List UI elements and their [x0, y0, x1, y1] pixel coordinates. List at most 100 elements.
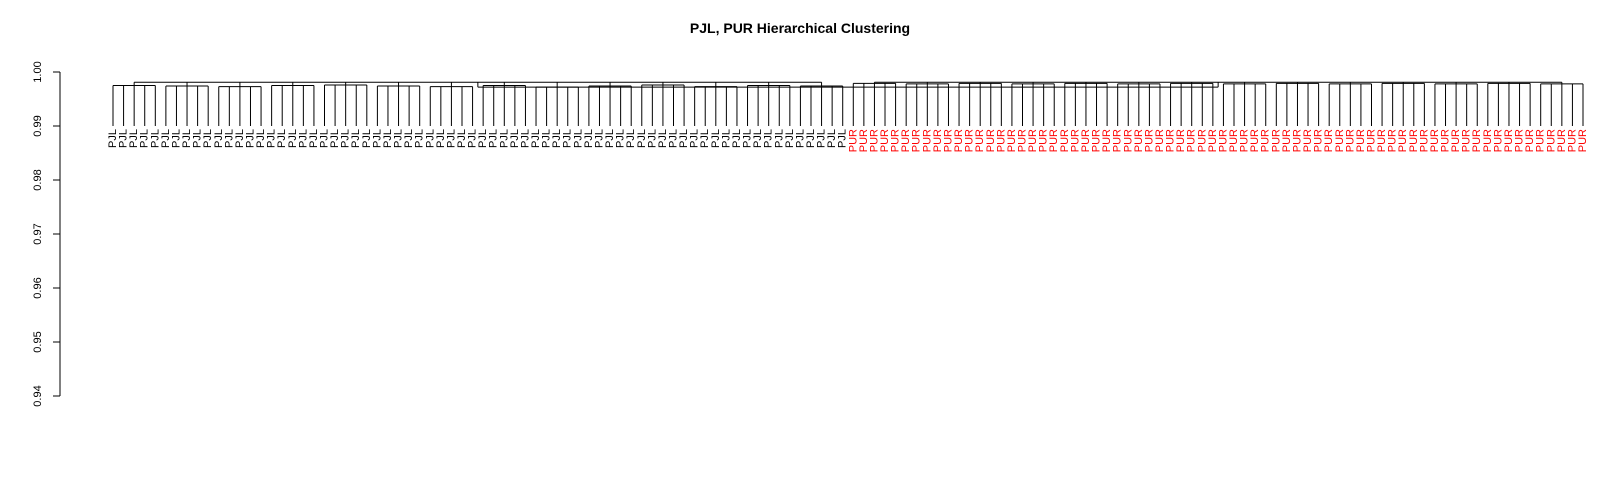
leaf-label: PJL [139, 129, 151, 148]
leaf-label: PJL [477, 129, 489, 148]
leaf-label: PUR [1133, 129, 1145, 152]
y-tick-label: 0.99 [32, 115, 44, 136]
leaf-label: PUR [1524, 129, 1536, 152]
leaf-label: PUR [1101, 129, 1113, 152]
y-tick-label: 0.94 [32, 385, 44, 406]
leaf-label: PUR [1260, 129, 1272, 152]
leaf-label: PUR [1239, 129, 1251, 152]
leaf-label: PUR [879, 129, 891, 152]
leaf-label: PUR [1006, 129, 1018, 152]
y-axis: 0.94 0.95 0.96 0.97 0.98 0.99 1.00 [32, 61, 61, 407]
leaf-label: PUR [1556, 129, 1568, 152]
leaf-label: PUR [1482, 129, 1494, 152]
leaf-label: PJL [742, 129, 754, 148]
leaf-label: PUR [847, 129, 859, 152]
leaf-label: PJL [361, 129, 373, 148]
y-tick-label: 0.98 [32, 169, 44, 190]
dendrogram-tree [112, 81, 1584, 126]
leaf-label: PJL [583, 129, 595, 148]
leaf-label: PUR [911, 129, 923, 152]
leaf-label: PUR [890, 129, 902, 152]
leaf-label: PJL [107, 129, 119, 148]
leaf-label: PUR [1535, 129, 1547, 152]
leaf-label: PUR [1566, 129, 1578, 152]
leaf-label: PJL [615, 129, 627, 148]
leaf-label: PUR [995, 129, 1007, 152]
leaf-label: PUR [1492, 129, 1504, 152]
leaf-label: PJL [276, 129, 288, 148]
leaf-label: PUR [1281, 129, 1293, 152]
leaf-label: PJL [773, 129, 785, 148]
leaf-label: PUR [1175, 129, 1187, 152]
leaf-label: PUR [1069, 129, 1081, 152]
leaf-label: PJL [625, 129, 637, 148]
leaf-label: PJL [794, 129, 806, 148]
leaf-label: PJL [837, 129, 849, 148]
leaf-label: PUR [1302, 129, 1314, 152]
leaf-label: PUR [1196, 129, 1208, 152]
leaf-label: PJL [456, 129, 468, 148]
leaf-label: PUR [1514, 129, 1526, 152]
leaf-label: PUR [1186, 129, 1198, 152]
leaf-label: PUR [1291, 129, 1303, 152]
leaf-label: PJL [509, 129, 521, 148]
leaf-label: PJL [826, 129, 838, 148]
y-tick-label: 0.96 [32, 277, 44, 298]
leaf-label: PUR [1376, 129, 1388, 152]
y-tick-label: 1.00 [32, 61, 44, 82]
leaf-label: PJL [805, 129, 817, 148]
leaf-label: PJL [530, 129, 542, 148]
leaf-label: PUR [900, 129, 912, 152]
leaf-label: PUR [1471, 129, 1483, 152]
leaf-label: PJL [498, 129, 510, 148]
leaf-label: PUR [1408, 129, 1420, 152]
leaf-label: PJL [541, 129, 553, 148]
leaf-label: PUR [1027, 129, 1039, 152]
leaf-label: PUR [1334, 129, 1346, 152]
leaf-label: PJL [636, 129, 648, 148]
leaf-label: PJL [319, 129, 331, 148]
leaf-label: PJL [519, 129, 531, 148]
leaf-label: PJL [657, 129, 669, 148]
leaf-label: PJL [689, 129, 701, 148]
leaf-label: PUR [1038, 129, 1050, 152]
leaf-label: PUR [1365, 129, 1377, 152]
leaf-label: PUR [1503, 129, 1515, 152]
leaf-label: PUR [1249, 129, 1261, 152]
leaf-label: PJL [467, 129, 479, 148]
leaf-label: PUR [1143, 129, 1155, 152]
leaf-label: PUR [1387, 129, 1399, 152]
leaf-label: PJL [170, 129, 182, 148]
leaf-label: PUR [985, 129, 997, 152]
y-tick-label: 0.95 [32, 331, 44, 352]
leaf-label: PUR [1429, 129, 1441, 152]
leaf-label: PJL [329, 129, 341, 148]
leaf-label: PUR [1418, 129, 1430, 152]
leaf-label: PUR [921, 129, 933, 152]
leaf-label: PUR [974, 129, 986, 152]
leaf-label: PJL [244, 129, 256, 148]
leaf-label: PJL [720, 129, 732, 148]
leaf-labels: PJLPJLPJLPJLPJLPJLPJLPJLPJLPJLPJLPJLPJLP… [107, 129, 1589, 152]
leaf-label: PUR [964, 129, 976, 152]
leaf-label: PJL [562, 129, 574, 148]
leaf-label: PJL [593, 129, 605, 148]
leaf-label: PJL [784, 129, 796, 148]
leaf-label: PJL [350, 129, 362, 148]
leaf-label: PJL [149, 129, 161, 148]
leaf-label: PUR [1313, 129, 1325, 152]
y-tick-label: 0.97 [32, 223, 44, 244]
leaf-label: PJL [202, 129, 214, 148]
leaf-label: PJL [181, 129, 193, 148]
leaf-label: PUR [1154, 129, 1166, 152]
leaf-label: PJL [435, 129, 447, 148]
leaf-label: PJL [160, 129, 172, 148]
leaf-label: PJL [382, 129, 394, 148]
leaf-label: PJL [445, 129, 457, 148]
leaf-label: PJL [234, 129, 246, 148]
leaf-label: PUR [1270, 129, 1282, 152]
leaf-label: PUR [1450, 129, 1462, 152]
leaf-label: PUR [1577, 129, 1589, 152]
leaf-label: PJL [710, 129, 722, 148]
leaf-label: PJL [223, 129, 235, 148]
